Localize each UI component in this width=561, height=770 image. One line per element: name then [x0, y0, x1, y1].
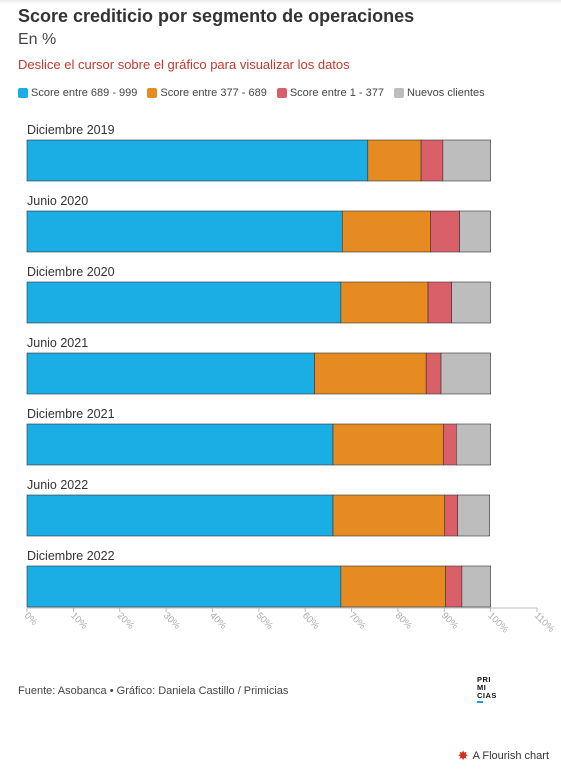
bar-segment[interactable]: [443, 423, 457, 466]
x-tick-label: 30%: [161, 610, 183, 632]
bar-segment[interactable]: [26, 423, 334, 466]
legend-swatch: [276, 88, 287, 98]
bar-segment[interactable]: [459, 210, 491, 253]
bar-segment[interactable]: [26, 139, 369, 182]
category-label: Junio 2021: [27, 336, 88, 350]
chart-legend: Score entre 689 - 999 Score entre 377 - …: [18, 87, 485, 99]
bar-segment[interactable]: [341, 210, 431, 253]
bar-segment[interactable]: [314, 352, 427, 395]
bar-segment[interactable]: [451, 281, 491, 324]
bar-segment[interactable]: [440, 352, 491, 395]
bar-segment[interactable]: [26, 494, 334, 537]
legend-swatch: [18, 88, 28, 98]
bar-segment[interactable]: [461, 565, 491, 608]
legend-label: Nuevos clientes: [406, 87, 485, 99]
bar-segment[interactable]: [442, 139, 491, 182]
x-tick-label: 10%: [68, 610, 90, 632]
flourish-label: A Flourish chart: [472, 750, 549, 762]
bar-segment[interactable]: [26, 210, 343, 253]
legend-item-nuevos-clientes[interactable]: Nuevos clientes: [393, 87, 485, 99]
x-tick-label: 20%: [115, 610, 137, 632]
x-tick-label: 90%: [439, 610, 461, 632]
legend-label: Score entre 689 - 999: [31, 87, 138, 99]
category-label: Diciembre 2022: [27, 549, 115, 563]
top-shadow: [0, 0, 561, 4]
bar-segment[interactable]: [444, 494, 459, 537]
x-tick-label: 60%: [300, 610, 322, 632]
flourish-credit[interactable]: ✸ A Flourish chart: [458, 748, 549, 764]
x-tick-label: 0%: [22, 610, 40, 628]
bar-segment[interactable]: [367, 139, 422, 182]
bar-segment[interactable]: [26, 281, 342, 324]
category-label: Diciembre 2019: [27, 123, 115, 137]
bar-segment[interactable]: [332, 494, 446, 537]
hover-instruction: Deslice el cursor sobre el gráfico para …: [18, 57, 350, 72]
category-label: Junio 2020: [27, 194, 88, 208]
bar-segment[interactable]: [420, 139, 444, 182]
chart-title: Score crediticio por segmento de operaci…: [18, 6, 415, 26]
bar-segment[interactable]: [425, 352, 442, 395]
legend-item-689-999[interactable]: Score entre 689 - 999: [18, 87, 137, 99]
bar-segment[interactable]: [340, 565, 446, 608]
bar-segment[interactable]: [456, 423, 491, 466]
legend-label: Score entre 377 - 689: [160, 87, 267, 99]
bar-segment[interactable]: [332, 423, 444, 466]
primicias-logo: PRI MI CIAS: [477, 676, 507, 703]
category-label: Diciembre 2020: [27, 265, 115, 279]
flourish-star-icon: ✸: [457, 748, 469, 763]
x-tick-label: 110%: [532, 610, 557, 635]
x-tick-label: 40%: [207, 610, 229, 632]
stacked-bar-chart: Diciembre 2019 Junio 2020 Diciembre 2020 Ju…: [22, 123, 557, 636]
legend-item-377-689[interactable]: Score entre 377 - 689: [147, 87, 267, 99]
legend-swatch: [147, 88, 158, 98]
category-label: Junio 2022: [27, 478, 88, 492]
x-tick-label: 100%: [486, 610, 511, 635]
chart-subtitle: En %: [18, 31, 57, 48]
x-tick-label: 50%: [254, 610, 276, 632]
source-credit: Fuente: Asobanca • Gráfico: Daniela Cast…: [18, 685, 289, 697]
category-label: Diciembre 2021: [27, 407, 115, 421]
x-tick-label: 80%: [393, 610, 415, 632]
bar-segment[interactable]: [340, 281, 429, 324]
bar-segment[interactable]: [26, 352, 315, 395]
bar-segment[interactable]: [26, 565, 342, 608]
legend-item-1-377[interactable]: Score entre 1 - 377: [276, 87, 384, 99]
legend-label: Score entre 1 - 377: [289, 87, 384, 99]
bar-segment[interactable]: [457, 494, 491, 537]
legend-swatch: [393, 88, 404, 98]
bar-segment[interactable]: [427, 281, 452, 324]
bar-segment[interactable]: [445, 565, 463, 608]
x-tick-label: 70%: [346, 610, 368, 632]
bar-segment[interactable]: [430, 210, 460, 253]
